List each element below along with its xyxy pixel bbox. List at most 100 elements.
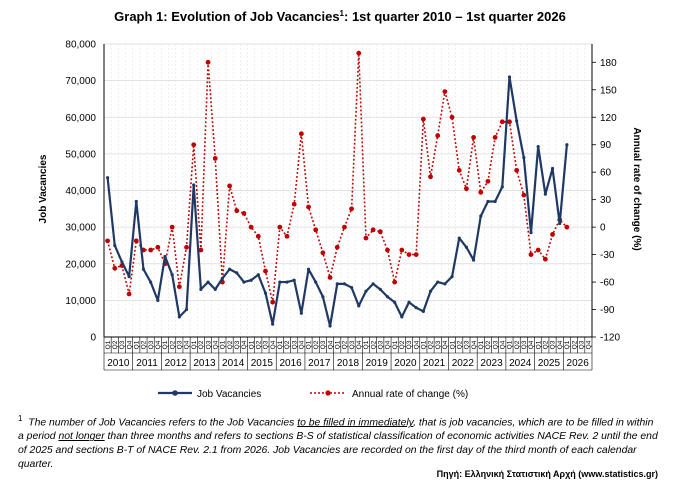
y-tick-label-left: 20,000 bbox=[65, 259, 96, 270]
quarter-label: Q2 bbox=[571, 340, 578, 349]
annual-rate-point bbox=[492, 134, 498, 140]
footnote-text-3: than three months and refers to sections… bbox=[18, 431, 658, 471]
quarter-label: Q4 bbox=[586, 340, 593, 349]
job-vacancies-point bbox=[342, 282, 347, 286]
quarter-label: Q1 bbox=[105, 340, 112, 349]
annual-rate-point bbox=[334, 244, 340, 250]
quarter-label: Q4 bbox=[241, 340, 248, 349]
year-label: 2023 bbox=[480, 358, 503, 369]
quarter-label: Q2 bbox=[342, 340, 349, 349]
job-vacancies-point bbox=[328, 324, 332, 328]
legend-label-job-vacancies: Job Vacancies bbox=[197, 389, 261, 400]
job-vacancies-point bbox=[450, 274, 454, 279]
y-tick-label-right: 120 bbox=[600, 113, 617, 124]
job-vacancies-point bbox=[256, 273, 260, 277]
job-vacancies-point bbox=[184, 307, 189, 312]
annual-rate-point bbox=[255, 233, 261, 239]
gridlines bbox=[104, 43, 592, 337]
job-vacancies-point bbox=[529, 231, 533, 235]
quarter-label: Q2 bbox=[198, 340, 205, 349]
job-vacancies-point bbox=[170, 273, 174, 277]
job-vacancies-point bbox=[486, 199, 490, 204]
job-vacancies-point bbox=[407, 300, 411, 304]
quarter-label: Q1 bbox=[564, 340, 571, 349]
quarter-label: Q2 bbox=[255, 340, 262, 349]
quarter-label: Q2 bbox=[428, 340, 435, 349]
job-vacancies-point bbox=[163, 254, 167, 259]
job-vacancies-point bbox=[543, 192, 547, 196]
quarter-label: Q4 bbox=[557, 340, 564, 349]
job-vacancies-point bbox=[349, 285, 354, 290]
job-vacancies-point bbox=[213, 287, 217, 291]
annual-rate-point bbox=[126, 291, 132, 297]
annual-rate-point bbox=[155, 244, 161, 250]
quarter-label: Q3 bbox=[263, 340, 270, 349]
job-vacancies-point bbox=[493, 199, 497, 204]
quarter-label: Q4 bbox=[442, 340, 449, 349]
job-vacancies-point bbox=[299, 311, 303, 315]
y-tick-label-right: 180 bbox=[600, 58, 617, 69]
quarter-label: Q4 bbox=[499, 340, 506, 349]
annual-rate-point bbox=[169, 224, 175, 230]
footnote-text-1: The number of Job Vacancies refers to th… bbox=[28, 417, 298, 429]
footnote: 1 The number of Job Vacancies refers to … bbox=[18, 412, 658, 472]
quarter-label: Q4 bbox=[155, 340, 162, 349]
job-vacancies-point bbox=[464, 245, 469, 249]
y-axis-label-right: Annual rate of change (%) bbox=[631, 127, 642, 250]
y-axis-label-left: Job Vacancies bbox=[38, 154, 49, 223]
year-label: 2022 bbox=[452, 358, 475, 369]
job-vacancies-point bbox=[500, 185, 504, 189]
job-vacancies-point bbox=[177, 315, 181, 319]
quarter-label: Q4 bbox=[184, 340, 191, 349]
annual-rate-point bbox=[413, 252, 419, 257]
y-tick-label-left: 80,000 bbox=[65, 40, 96, 51]
job-vacancies-line bbox=[106, 75, 568, 328]
quarter-label: Q3 bbox=[291, 340, 298, 349]
job-vacancies-point bbox=[113, 243, 117, 248]
quarter-label: Q2 bbox=[227, 340, 234, 349]
quarter-label: Q3 bbox=[464, 340, 471, 349]
quarter-label: Q1 bbox=[392, 340, 399, 349]
quarter-label: Q1 bbox=[363, 340, 370, 349]
job-vacancies-point bbox=[292, 278, 296, 282]
annual-rate-point bbox=[198, 247, 204, 253]
job-vacancies-point bbox=[436, 280, 440, 284]
quarter-label: Q1 bbox=[306, 340, 313, 349]
annual-rate-point bbox=[298, 131, 304, 137]
annual-rate-point bbox=[528, 252, 534, 257]
legend-label-annual-rate: Annual rate of change (%) bbox=[352, 389, 468, 400]
y-tick-label-right: -60 bbox=[600, 278, 615, 289]
annual-rate-point bbox=[535, 247, 541, 253]
annual-rate-point bbox=[550, 232, 555, 237]
annual-rate-point bbox=[542, 256, 548, 262]
quarter-label: Q3 bbox=[177, 340, 184, 349]
job-vacancies-point bbox=[206, 280, 210, 284]
job-vacancies-point bbox=[335, 282, 339, 286]
job-vacancies-point bbox=[249, 278, 253, 282]
quarter-label: Q1 bbox=[449, 340, 456, 349]
job-vacancies-point bbox=[558, 221, 562, 226]
job-vacancies-point bbox=[105, 176, 110, 180]
legend: Job Vacancies Annual rate of change (%) bbox=[158, 389, 468, 400]
job-vacancies-point bbox=[385, 295, 390, 299]
quarter-label: Q2 bbox=[399, 340, 406, 349]
job-vacancies-point bbox=[371, 282, 375, 286]
quarter-label: Q3 bbox=[148, 340, 155, 349]
job-vacancies-point bbox=[120, 260, 124, 264]
quarter-label: Q2 bbox=[485, 340, 492, 349]
quarter-label: Q4 bbox=[385, 340, 392, 349]
job-vacancies-point bbox=[421, 309, 425, 313]
year-label: 2013 bbox=[193, 358, 216, 369]
annual-rate-point bbox=[356, 50, 362, 56]
job-vacancies-point bbox=[357, 304, 361, 308]
quarter-label: Q1 bbox=[191, 340, 198, 349]
quarter-label: Q4 bbox=[327, 340, 334, 349]
annual-rate-point bbox=[478, 189, 484, 195]
quarter-label: Q2 bbox=[169, 340, 176, 349]
job-vacancies-point bbox=[149, 280, 153, 284]
y-tick-label-right: -30 bbox=[600, 250, 615, 261]
year-label: 2012 bbox=[165, 358, 188, 369]
year-label: 2010 bbox=[107, 358, 130, 369]
annual-rate-point bbox=[392, 279, 398, 285]
annual-rate-point bbox=[284, 233, 290, 239]
